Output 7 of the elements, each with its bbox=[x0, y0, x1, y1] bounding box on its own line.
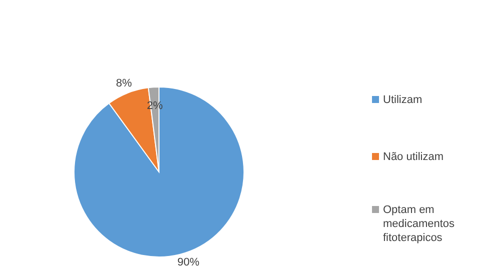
legend-label: Não utilizam bbox=[383, 150, 444, 163]
data-label: 8% bbox=[116, 77, 132, 90]
pie-slice bbox=[74, 86, 244, 258]
legend-label: Utilizam bbox=[383, 94, 422, 106]
data-label: 90% bbox=[177, 256, 200, 268]
data-label: 2% bbox=[146, 100, 163, 112]
legend-label: Optam em medicamentos fitoterapicos bbox=[383, 204, 456, 244]
